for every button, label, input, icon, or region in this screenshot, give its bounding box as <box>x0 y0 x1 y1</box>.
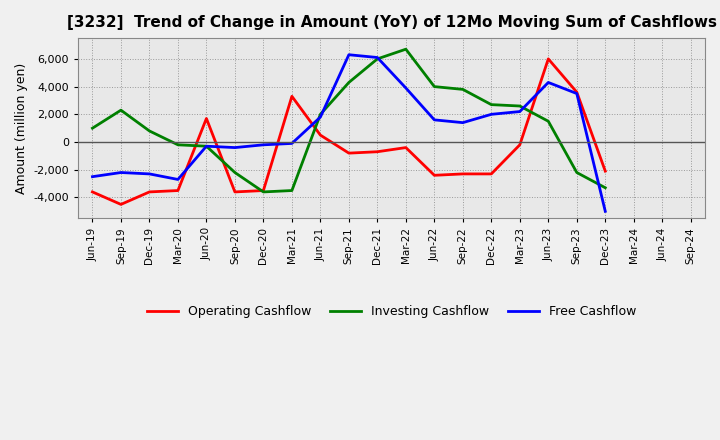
Operating Cashflow <box>316 132 325 138</box>
Free Cashflow <box>174 177 182 182</box>
Free Cashflow <box>402 85 410 91</box>
Free Cashflow <box>202 143 211 149</box>
Free Cashflow <box>316 114 325 120</box>
Investing Cashflow <box>572 170 581 175</box>
Investing Cashflow <box>459 87 467 92</box>
Free Cashflow <box>88 174 96 180</box>
Free Cashflow <box>373 55 382 60</box>
Title: [3232]  Trend of Change in Amount (YoY) of 12Mo Moving Sum of Cashflows: [3232] Trend of Change in Amount (YoY) o… <box>67 15 716 30</box>
Operating Cashflow <box>345 150 354 156</box>
Operating Cashflow <box>287 94 296 99</box>
Investing Cashflow <box>601 185 610 191</box>
Operating Cashflow <box>544 56 553 62</box>
Line: Investing Cashflow: Investing Cashflow <box>92 49 606 192</box>
Investing Cashflow <box>487 102 495 107</box>
Operating Cashflow <box>117 202 125 207</box>
Investing Cashflow <box>316 112 325 117</box>
Investing Cashflow <box>430 84 438 89</box>
Free Cashflow <box>516 109 524 114</box>
Investing Cashflow <box>117 107 125 113</box>
Operating Cashflow <box>516 142 524 147</box>
Free Cashflow <box>145 171 154 176</box>
Operating Cashflow <box>572 89 581 95</box>
Investing Cashflow <box>202 143 211 149</box>
Investing Cashflow <box>88 125 96 131</box>
Operating Cashflow <box>430 172 438 178</box>
Free Cashflow <box>259 142 268 147</box>
Investing Cashflow <box>174 142 182 147</box>
Operating Cashflow <box>259 188 268 193</box>
Free Cashflow <box>572 91 581 96</box>
Free Cashflow <box>345 52 354 57</box>
Investing Cashflow <box>145 128 154 134</box>
Investing Cashflow <box>373 56 382 62</box>
Operating Cashflow <box>402 145 410 150</box>
Operating Cashflow <box>487 171 495 176</box>
Operating Cashflow <box>174 188 182 193</box>
Investing Cashflow <box>230 170 239 175</box>
Investing Cashflow <box>259 189 268 194</box>
Operating Cashflow <box>145 189 154 194</box>
Investing Cashflow <box>516 103 524 109</box>
Free Cashflow <box>287 141 296 146</box>
Operating Cashflow <box>88 189 96 194</box>
Operating Cashflow <box>230 189 239 194</box>
Operating Cashflow <box>373 149 382 154</box>
Investing Cashflow <box>345 80 354 85</box>
Free Cashflow <box>601 209 610 214</box>
Investing Cashflow <box>402 47 410 52</box>
Line: Free Cashflow: Free Cashflow <box>92 55 606 211</box>
Operating Cashflow <box>202 116 211 121</box>
Operating Cashflow <box>601 169 610 174</box>
Free Cashflow <box>459 120 467 125</box>
Free Cashflow <box>230 145 239 150</box>
Investing Cashflow <box>287 188 296 193</box>
Free Cashflow <box>544 80 553 85</box>
Free Cashflow <box>487 112 495 117</box>
Investing Cashflow <box>544 119 553 124</box>
Legend: Operating Cashflow, Investing Cashflow, Free Cashflow: Operating Cashflow, Investing Cashflow, … <box>142 300 642 323</box>
Y-axis label: Amount (million yen): Amount (million yen) <box>15 62 28 194</box>
Free Cashflow <box>430 117 438 122</box>
Free Cashflow <box>117 170 125 175</box>
Line: Operating Cashflow: Operating Cashflow <box>92 59 606 205</box>
Operating Cashflow <box>459 171 467 176</box>
